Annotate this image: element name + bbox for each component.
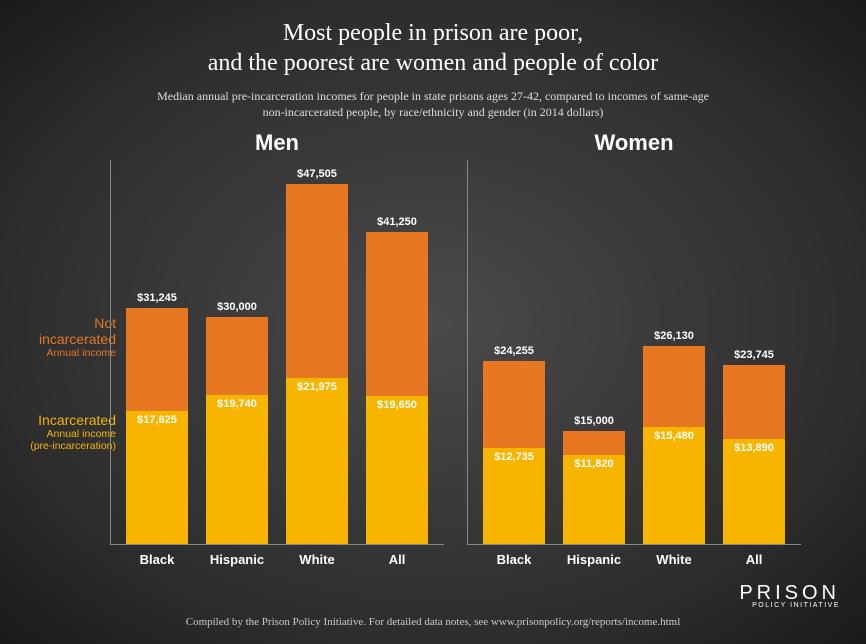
value-incarcerated: $17,625: [126, 414, 188, 426]
title-line-2: and the poorest are women and people of …: [208, 50, 659, 76]
panel-title: Men: [237, 130, 317, 156]
bar-incarcerated: [126, 411, 188, 545]
logo: PRISON POLICY INITIATIVE: [739, 584, 840, 610]
bar-incarcerated: [366, 396, 428, 545]
value-not-incarcerated: $24,255: [483, 345, 545, 357]
value-not-incarcerated: $41,250: [366, 216, 428, 228]
legend-sublabel: (pre-incarceration): [4, 440, 116, 452]
legend-not-incarcerated: Not incarcerated Annual income: [4, 315, 116, 359]
value-not-incarcerated: $23,745: [723, 349, 785, 361]
value-incarcerated: $19,740: [206, 398, 268, 410]
chart-area: Not incarcerated Annual income Incarcera…: [0, 130, 866, 570]
category-label: Hispanic: [563, 552, 625, 567]
bar-not-incarcerated: [563, 431, 625, 455]
x-axis: [467, 544, 801, 545]
category-label: Hispanic: [206, 552, 268, 567]
value-not-incarcerated: $26,130: [643, 330, 705, 342]
value-not-incarcerated: $47,505: [286, 168, 348, 180]
panel-title: Women: [594, 130, 674, 156]
category-label: White: [286, 552, 348, 567]
y-axis: [110, 160, 111, 545]
logo-line-1: PRISON: [739, 584, 840, 603]
chart-subtitle: Median annual pre-incarceration incomes …: [153, 88, 713, 120]
bar-not-incarcerated: [723, 365, 785, 440]
chart-title: Most people in prison are poor, and the …: [0, 0, 866, 78]
value-incarcerated: $15,480: [643, 430, 705, 442]
bar-not-incarcerated: [366, 232, 428, 396]
bar-incarcerated: [286, 378, 348, 545]
category-label: Black: [483, 552, 545, 567]
value-not-incarcerated: $31,245: [126, 292, 188, 304]
logo-line-2: POLICY INITIATIVE: [739, 603, 840, 610]
category-label: All: [723, 552, 785, 567]
category-label: White: [643, 552, 705, 567]
y-axis: [467, 160, 468, 545]
legend-label: Incarcerated: [4, 412, 116, 428]
bar-incarcerated: [643, 427, 705, 545]
category-label: Black: [126, 552, 188, 567]
value-incarcerated: $21,975: [286, 381, 348, 393]
footer-text: Compiled by the Prison Policy Initiative…: [0, 616, 866, 628]
x-axis: [110, 544, 444, 545]
bar-not-incarcerated: [286, 184, 348, 378]
value-incarcerated: $11,820: [563, 458, 625, 470]
legend-label: Not: [4, 315, 116, 331]
value-not-incarcerated: $15,000: [563, 415, 625, 427]
legend-sublabel: Annual income: [4, 347, 116, 359]
category-label: All: [366, 552, 428, 567]
bar-incarcerated: [723, 439, 785, 545]
value-incarcerated: $12,735: [483, 451, 545, 463]
value-incarcerated: $13,890: [723, 442, 785, 454]
value-incarcerated: $19,650: [366, 399, 428, 411]
value-not-incarcerated: $30,000: [206, 301, 268, 313]
legend-incarcerated: Incarcerated Annual income (pre-incarcer…: [4, 412, 116, 452]
bar-not-incarcerated: [643, 346, 705, 427]
bar-not-incarcerated: [126, 308, 188, 412]
bar-incarcerated: [206, 395, 268, 545]
bar-not-incarcerated: [483, 361, 545, 449]
bar-not-incarcerated: [206, 317, 268, 395]
legend-sublabel: Annual income: [4, 428, 116, 440]
title-line-1: Most people in prison are poor,: [283, 20, 583, 46]
legend-label: incarcerated: [4, 331, 116, 347]
